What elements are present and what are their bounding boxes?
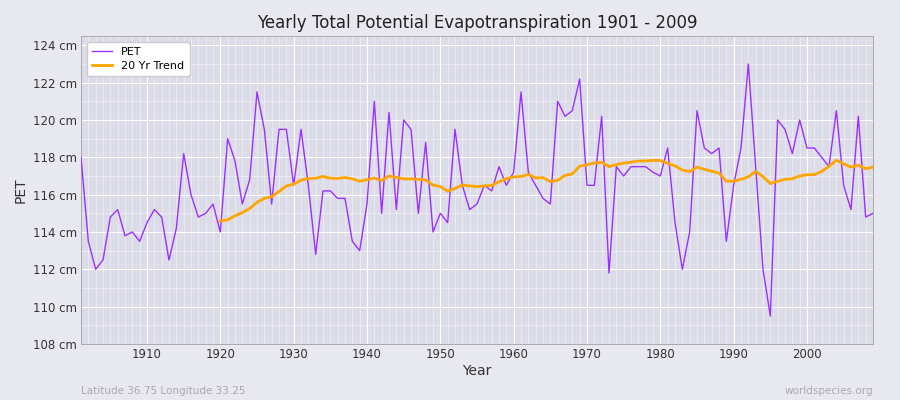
20 Yr Trend	[846, 165, 857, 170]
PET	[868, 211, 878, 216]
20 Yr Trend	[413, 177, 424, 182]
20 Yr Trend	[215, 218, 226, 223]
Title: Yearly Total Potential Evapotranspiration 1901 - 2009: Yearly Total Potential Evapotranspiratio…	[256, 14, 698, 32]
Line: 20 Yr Trend: 20 Yr Trend	[220, 160, 873, 221]
20 Yr Trend	[670, 164, 680, 168]
Line: PET: PET	[81, 64, 873, 316]
Y-axis label: PET: PET	[14, 177, 27, 203]
Legend: PET, 20 Yr Trend: PET, 20 Yr Trend	[86, 42, 190, 76]
X-axis label: Year: Year	[463, 364, 491, 378]
20 Yr Trend	[303, 176, 314, 181]
Text: worldspecies.org: worldspecies.org	[785, 386, 873, 396]
PET	[508, 170, 519, 175]
PET	[134, 239, 145, 244]
20 Yr Trend	[772, 179, 783, 184]
PET	[501, 183, 512, 188]
20 Yr Trend	[868, 165, 878, 170]
PET	[339, 196, 350, 201]
PET	[76, 155, 86, 160]
Text: Latitude 36.75 Longitude 33.25: Latitude 36.75 Longitude 33.25	[81, 386, 246, 396]
20 Yr Trend	[758, 174, 769, 179]
PET	[597, 114, 608, 119]
PET	[742, 62, 753, 66]
PET	[765, 314, 776, 318]
PET	[295, 127, 306, 132]
20 Yr Trend	[831, 158, 842, 163]
